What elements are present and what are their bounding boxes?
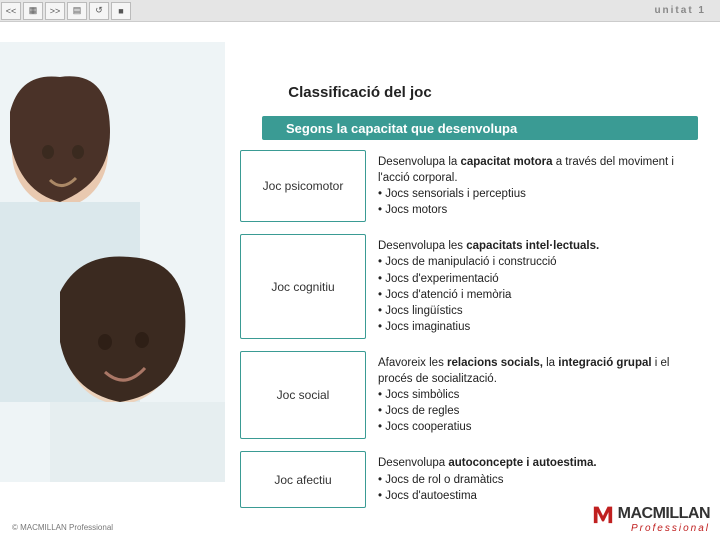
- next-button[interactable]: >>: [45, 2, 65, 20]
- toolbar: << ▦ >> ▤ ↺ ■ unitat 1: [0, 0, 720, 22]
- slide: Classificació del joc Segons la capacita…: [0, 22, 720, 540]
- row-label: Joc cognitiu: [240, 234, 366, 339]
- logo-brand: MACMILLAN: [618, 505, 710, 522]
- copyright: © MACMILLAN Professional: [12, 523, 113, 532]
- section-banner: Segons la capacitat que desenvolupa: [262, 116, 698, 140]
- undo-button[interactable]: ↺: [89, 2, 109, 20]
- classification-table: Joc psicomotor Desenvolupa la capacitat …: [240, 150, 706, 520]
- prev-button[interactable]: <<: [1, 2, 21, 20]
- logo-mark-icon: [592, 503, 614, 525]
- row-desc: Desenvolupa les capacitats intel·lectual…: [378, 234, 706, 339]
- unit-label: unitat 1: [654, 5, 720, 16]
- grid-icon[interactable]: ▦: [23, 2, 43, 20]
- stop-button[interactable]: ■: [111, 2, 131, 20]
- row-label: Joc psicomotor: [240, 150, 366, 222]
- table-row: Joc psicomotor Desenvolupa la capacitat …: [240, 150, 706, 222]
- publisher-logo: MACMILLAN Professional: [592, 503, 710, 534]
- table-row: Joc cognitiu Desenvolupa les capacitats …: [240, 234, 706, 339]
- table-row: Joc social Afavoreix les relacions socia…: [240, 351, 706, 439]
- row-label: Joc afectiu: [240, 451, 366, 507]
- table-row: Joc afectiu Desenvolupa autoconcepte i a…: [240, 451, 706, 507]
- row-desc: Desenvolupa autoconcepte i autoestima. •…: [378, 451, 706, 507]
- row-label: Joc social: [240, 351, 366, 439]
- row-desc: Afavoreix les relacions socials, la inte…: [378, 351, 706, 439]
- list-icon[interactable]: ▤: [67, 2, 87, 20]
- page-title: Classificació del joc: [0, 84, 720, 101]
- background-photo: [0, 42, 225, 482]
- row-desc: Desenvolupa la capacitat motora a través…: [378, 150, 706, 222]
